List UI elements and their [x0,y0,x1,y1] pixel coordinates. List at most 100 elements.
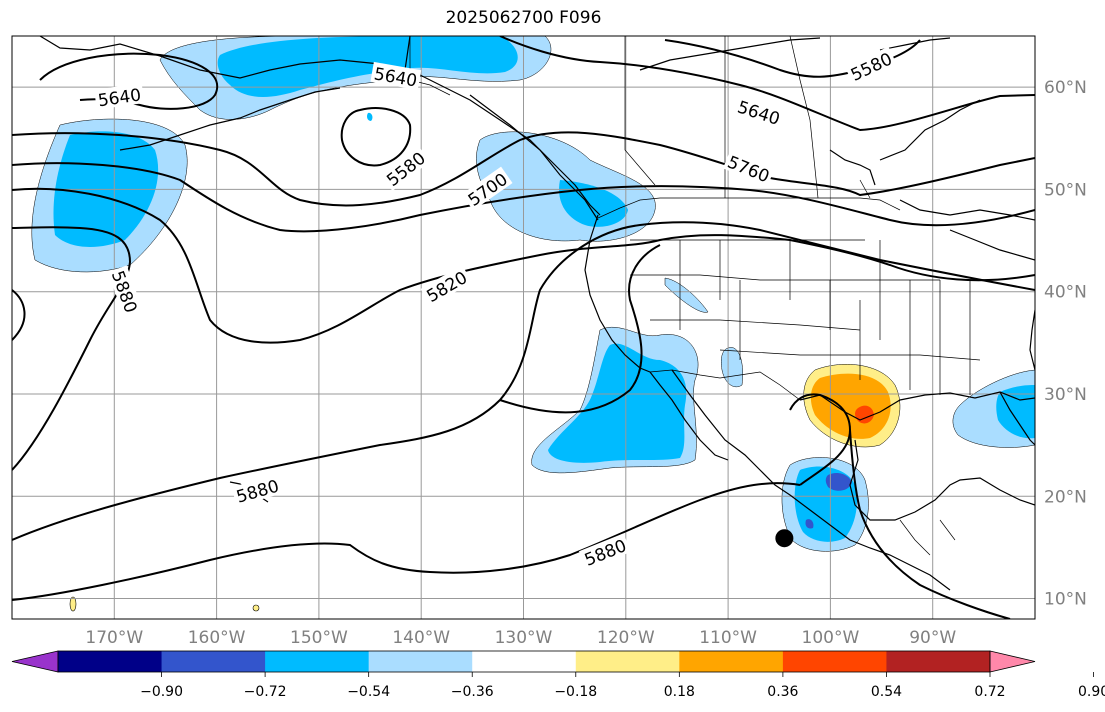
shaded-anomalies [31,36,1035,612]
colorbar-extend-high [989,650,1036,673]
location-marker [775,529,794,548]
border-canada-us [597,197,901,219]
colorbar-label: −0.90 [140,684,183,700]
contour-label-bg [231,473,284,507]
contour-5580-low [340,107,412,167]
contour-5880-south [12,221,1035,541]
colorbar-segment [472,651,577,672]
contour-5580-east [664,39,921,78]
colorbar-label: 0.72 [974,684,1005,700]
border-canada-provinces [624,36,871,199]
contour-label-group: 5880 [231,473,284,508]
colorbar-tick-labels: −0.90 −0.72 −0.54 −0.36 −0.18 0.18 0.36 0.54 0.7… [140,672,1105,700]
border-us-mexico [649,369,801,401]
contour-label-group: 5580 [844,46,897,86]
latitude-label: 10°N [1044,590,1087,610]
colorbar [11,650,1036,673]
anomaly-light-blue [721,347,743,388]
anomaly-yellow [252,604,260,612]
coastline-gulf-mexico [849,439,1035,521]
latitude-label: 40°N [1044,283,1087,303]
coastline-aleutians [119,87,341,151]
contour-label: 5640 [735,97,782,129]
anomaly-yellow [69,596,77,612]
contour-5880-mexico [789,393,852,486]
map-frame [11,35,1036,620]
border-central-america [899,519,956,556]
anomaly-blue [996,385,1035,439]
contour-label-bg [844,46,897,85]
political-borders [409,36,981,556]
contour-label-bg [107,265,144,318]
contour-5880-ridge [499,244,661,414]
colorbar-segment [58,651,163,672]
coastline-florida [999,391,1035,446]
latitude-label: 30°N [1044,385,1087,405]
contour-label-group: 5580 [380,145,431,191]
longitude-label: 130°W [495,628,553,648]
contour-5880-gulf [849,429,1011,619]
colorbar-label: −0.18 [554,684,597,700]
contour-5640-east [499,36,1035,132]
contour-label-group: 5640 [733,94,786,130]
contour-label-bg [578,533,631,570]
contour-label-bg [370,61,422,90]
map-title: 2025062700 F096 [445,8,602,28]
contour-5700 [12,131,1035,207]
coastline-gulf-alaska [409,69,601,216]
coastline-gulf-north [799,391,1035,421]
colorbar-label: 0.54 [871,684,902,700]
longitude-label: 150°W [290,628,348,648]
contour-5760 [12,162,1035,233]
coastline-bc [469,94,599,221]
colorbar-label: 0.90 [1078,684,1105,700]
contour-label-bg [733,94,786,129]
longitude-label: 120°W [597,628,655,648]
colorbar-extend-low [11,650,59,673]
anomaly-dark-blue [805,519,814,529]
height-contours [12,36,1035,619]
longitude-label: 170°W [85,628,143,648]
contour-5880-low-lat [12,482,801,601]
contour-5880-west [12,289,26,341]
latitude-tick-labels: 60°N 50°N 40°N 30°N 20°N 10°N [1044,78,1087,609]
border-alaska-canada [409,36,451,96]
anomaly-blue [367,112,373,121]
longitude-label: 90°W [909,628,956,648]
contour-label-group: 5640 [94,83,145,111]
longitude-label: 100°W [802,628,860,648]
contour-label-bg [722,149,775,187]
coastline-baja [649,369,951,591]
coastline-canada-east [899,199,1035,261]
contour-label-bg [380,145,431,191]
coastline-east [1029,309,1035,371]
anomaly-red [855,405,874,424]
latitude-label: 60°N [1044,78,1087,98]
contour-label-group: 5880 [578,533,631,571]
colorbar-label: 0.36 [767,684,798,700]
coastline-hudson [829,99,981,186]
colorbar-label: −0.54 [347,684,390,700]
colorbar-label: −0.72 [244,684,287,700]
anomaly-blue [217,36,518,97]
colorbar-segment [265,651,370,672]
contour-label-group: 5760 [722,149,775,187]
longitude-label: 110°W [699,628,757,648]
colorbar-frame [57,650,991,673]
colorbar-segment [161,651,266,672]
latitude-label: 20°N [1044,487,1087,507]
graticule [12,36,1035,619]
colorbar-segment [782,651,887,672]
longitude-label: 160°W [188,628,246,648]
anomaly-light-blue [664,277,709,313]
contour-label-bg [94,83,145,110]
contour-label-bg [461,166,513,211]
coastlines [39,36,1035,591]
longitude-label: 140°W [392,628,450,648]
anomaly-dark-blue [825,472,852,491]
colorbar-segment [368,651,473,672]
colorbar-segment [575,651,680,672]
colorbar-label: 0.18 [664,684,695,700]
